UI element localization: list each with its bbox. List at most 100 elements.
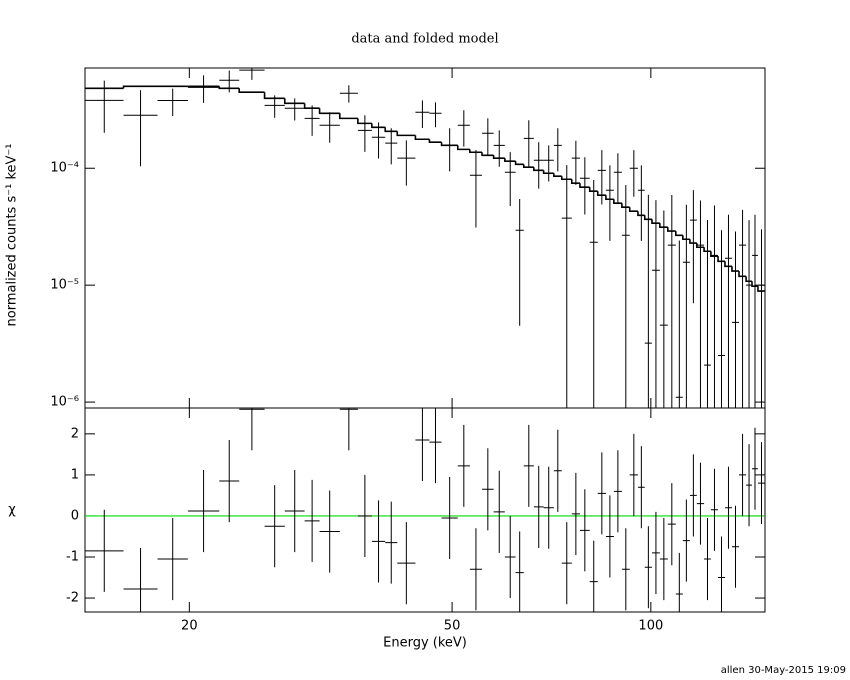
error-bar (123, 90, 158, 167)
error-bar (219, 440, 240, 523)
error-bar (319, 490, 340, 573)
x-tick-label: 50 (444, 619, 461, 634)
error-bar (675, 552, 683, 612)
error-bar (659, 210, 668, 408)
error-bar (667, 483, 676, 566)
model-step (659, 223, 668, 229)
y-tick-label: -2 (66, 591, 79, 606)
error-bar (469, 150, 483, 228)
error-bar (724, 214, 732, 408)
error-bar (731, 231, 740, 408)
error-bar (533, 465, 544, 548)
error-bar (339, 85, 358, 103)
x-tick-label: 20 (181, 619, 198, 634)
error-bar (731, 505, 740, 588)
model-step (533, 167, 544, 172)
model-step (504, 158, 516, 162)
model-step (731, 266, 740, 272)
model-step (613, 199, 622, 205)
error-bar (543, 466, 554, 549)
model-step (384, 127, 398, 133)
error-bar (644, 526, 652, 609)
error-bar (751, 427, 758, 510)
model-step (283, 98, 305, 105)
model-step (456, 145, 470, 151)
error-bar (696, 200, 705, 408)
model-step (514, 161, 524, 166)
error-bar (651, 200, 660, 408)
error-bar (621, 528, 630, 611)
error-bar (85, 80, 124, 133)
error-bar (515, 199, 524, 326)
error-bar (675, 240, 683, 408)
error-bar (597, 452, 606, 535)
model-step (745, 276, 752, 283)
error-bar (493, 130, 505, 167)
error-bar (371, 500, 386, 583)
error-bar (304, 479, 320, 562)
model-step (481, 152, 494, 157)
error-bar (515, 531, 524, 612)
error-bar (157, 88, 188, 116)
error-bar (589, 540, 598, 612)
error-bar (357, 115, 372, 152)
error-bar (284, 469, 305, 553)
error-bar (605, 495, 614, 578)
model-step (492, 155, 505, 159)
error-bar (757, 229, 765, 408)
model-step (218, 86, 240, 90)
error-bar (385, 128, 398, 165)
error-bar (629, 150, 638, 197)
model-step (357, 118, 372, 125)
error-bar (187, 469, 220, 553)
error-bar (415, 408, 430, 482)
error-bar (571, 472, 580, 555)
model-step (682, 235, 690, 241)
error-bar (579, 489, 590, 572)
error-bar (613, 450, 622, 533)
chart-title: data and folded model (351, 32, 498, 47)
model-step (469, 149, 483, 154)
model-step (689, 239, 697, 244)
model-step (724, 261, 732, 268)
model-step (570, 179, 580, 184)
error-bar (689, 454, 697, 537)
error-bar (613, 153, 622, 203)
model-step (122, 85, 158, 89)
error-bar (457, 110, 470, 147)
error-bar (561, 165, 572, 408)
model-step (542, 170, 554, 175)
error-bar (637, 446, 645, 529)
model-step (651, 219, 660, 224)
error-bar (504, 515, 516, 599)
error-bar (397, 522, 416, 605)
error-bar (441, 476, 458, 560)
error-bar (239, 68, 265, 80)
error-bar (385, 501, 398, 584)
error-bar (718, 230, 725, 408)
error-bar (493, 470, 505, 553)
error-bar (621, 185, 630, 408)
model-step (371, 123, 386, 129)
error-bar (85, 509, 124, 592)
error-bar (746, 220, 752, 408)
model-step (710, 251, 719, 257)
y-tick-label: 10⁻⁶ (50, 395, 79, 410)
error-bar (397, 140, 416, 186)
model-step (440, 142, 458, 147)
model-step (637, 211, 645, 217)
y-tick-label: -1 (66, 549, 79, 564)
footer: allen 30-May-2015 19:09 (721, 665, 846, 676)
model-step (751, 281, 758, 287)
error-bar (429, 102, 442, 128)
model-step (596, 191, 606, 197)
error-bar (415, 100, 430, 128)
error-bar (757, 442, 765, 525)
error-bar (710, 205, 719, 408)
error-bar (746, 444, 752, 527)
y-axis-label: normalized counts s⁻¹ keV⁻¹ (5, 144, 20, 327)
error-bar (718, 536, 725, 612)
model-step (675, 231, 683, 237)
